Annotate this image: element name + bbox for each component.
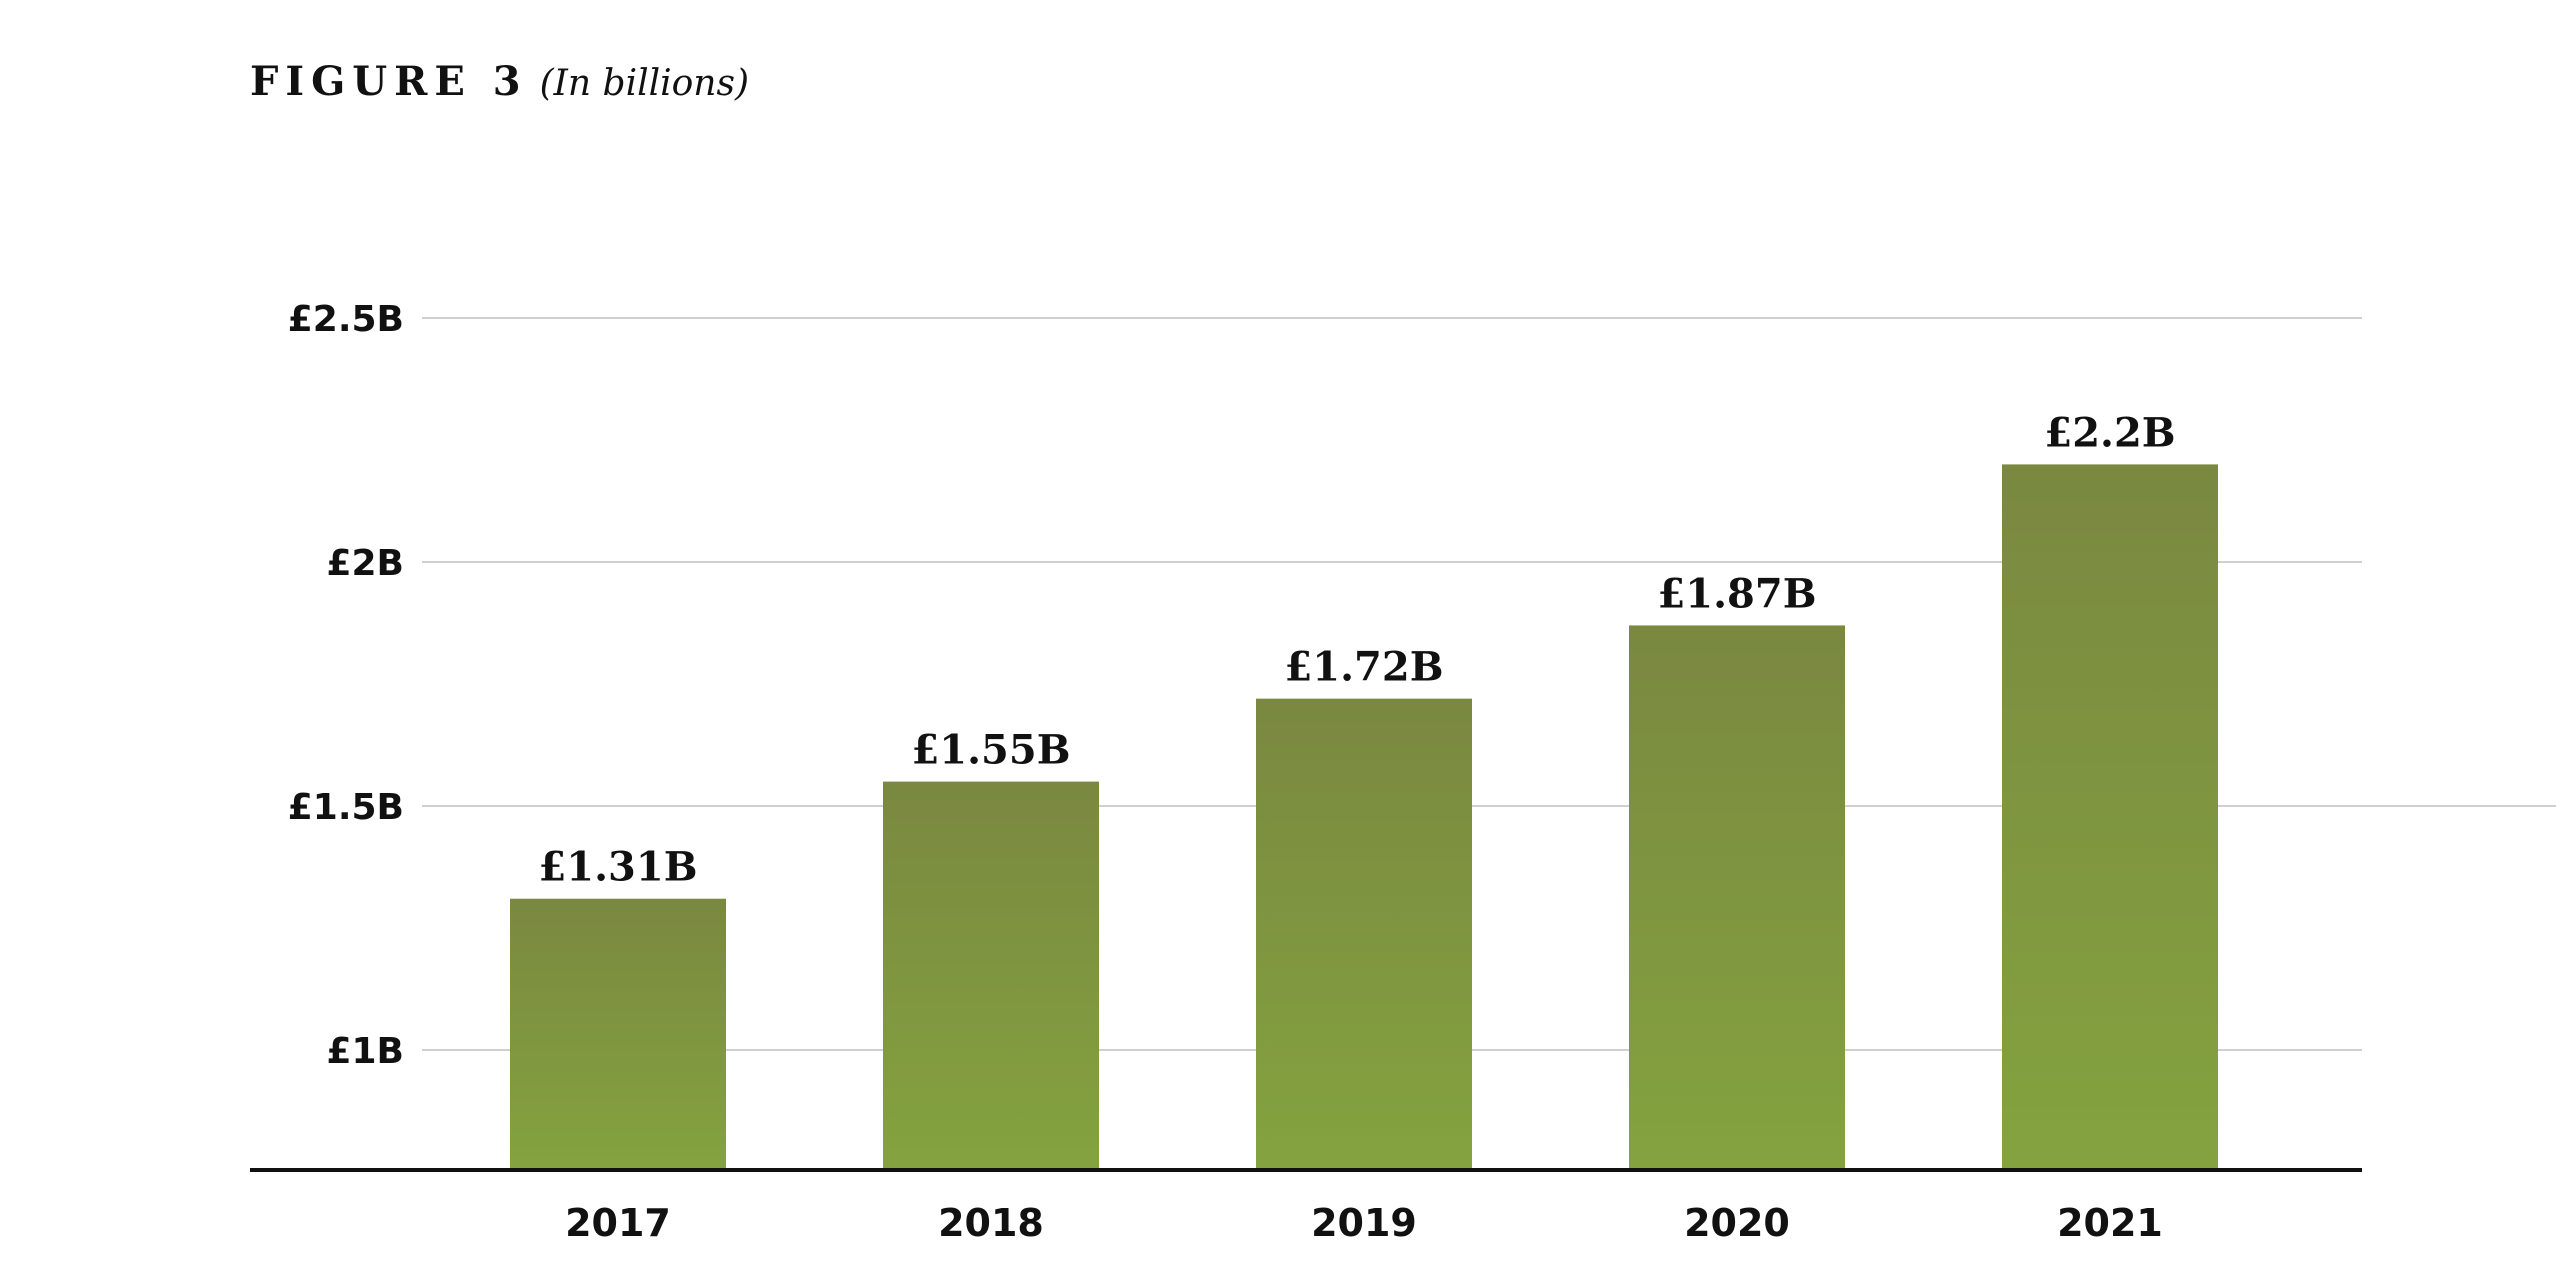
figure-header: FIGURE 3 (In billions) (250, 58, 749, 105)
data-labels: £1.31B £1.55B £1.72B £1.87B £2.2B (533, 404, 2180, 895)
x-tick-label: 2020 (1684, 1201, 1790, 1245)
y-tick-label: £2B (326, 543, 404, 584)
bar-2018 (883, 781, 1099, 1170)
x-axis: 2017 2018 2019 2020 2021 (565, 1201, 2163, 1245)
figure-subtitle: (In billions) (539, 63, 750, 104)
bars (510, 464, 2218, 1170)
data-label: £1.31B (538, 844, 697, 891)
y-tick-label: £1.5B (288, 787, 404, 828)
x-tick-label: 2018 (938, 1201, 1044, 1245)
data-label: £1.72B (1284, 644, 1443, 691)
x-tick-label: 2017 (565, 1201, 671, 1245)
data-label: £1.55B (911, 727, 1070, 774)
y-tick-label: £2.5B (288, 299, 404, 340)
data-label: £1.87B (1657, 570, 1816, 617)
y-axis: £1B £1.5B £2B £2.5B (288, 299, 404, 1072)
bar-2017 (510, 898, 726, 1170)
gridlines (422, 317, 2556, 1051)
x-tick-label: 2021 (2057, 1201, 2163, 1245)
x-tick-label: 2019 (1311, 1201, 1417, 1245)
bar-2019 (1256, 698, 1472, 1170)
bar-2020 (1629, 625, 1845, 1170)
data-label: £2.2B (2044, 409, 2175, 456)
figure-title: FIGURE 3 (250, 58, 528, 105)
y-tick-label: £1B (326, 1031, 404, 1072)
bar-2021 (2002, 464, 2218, 1170)
